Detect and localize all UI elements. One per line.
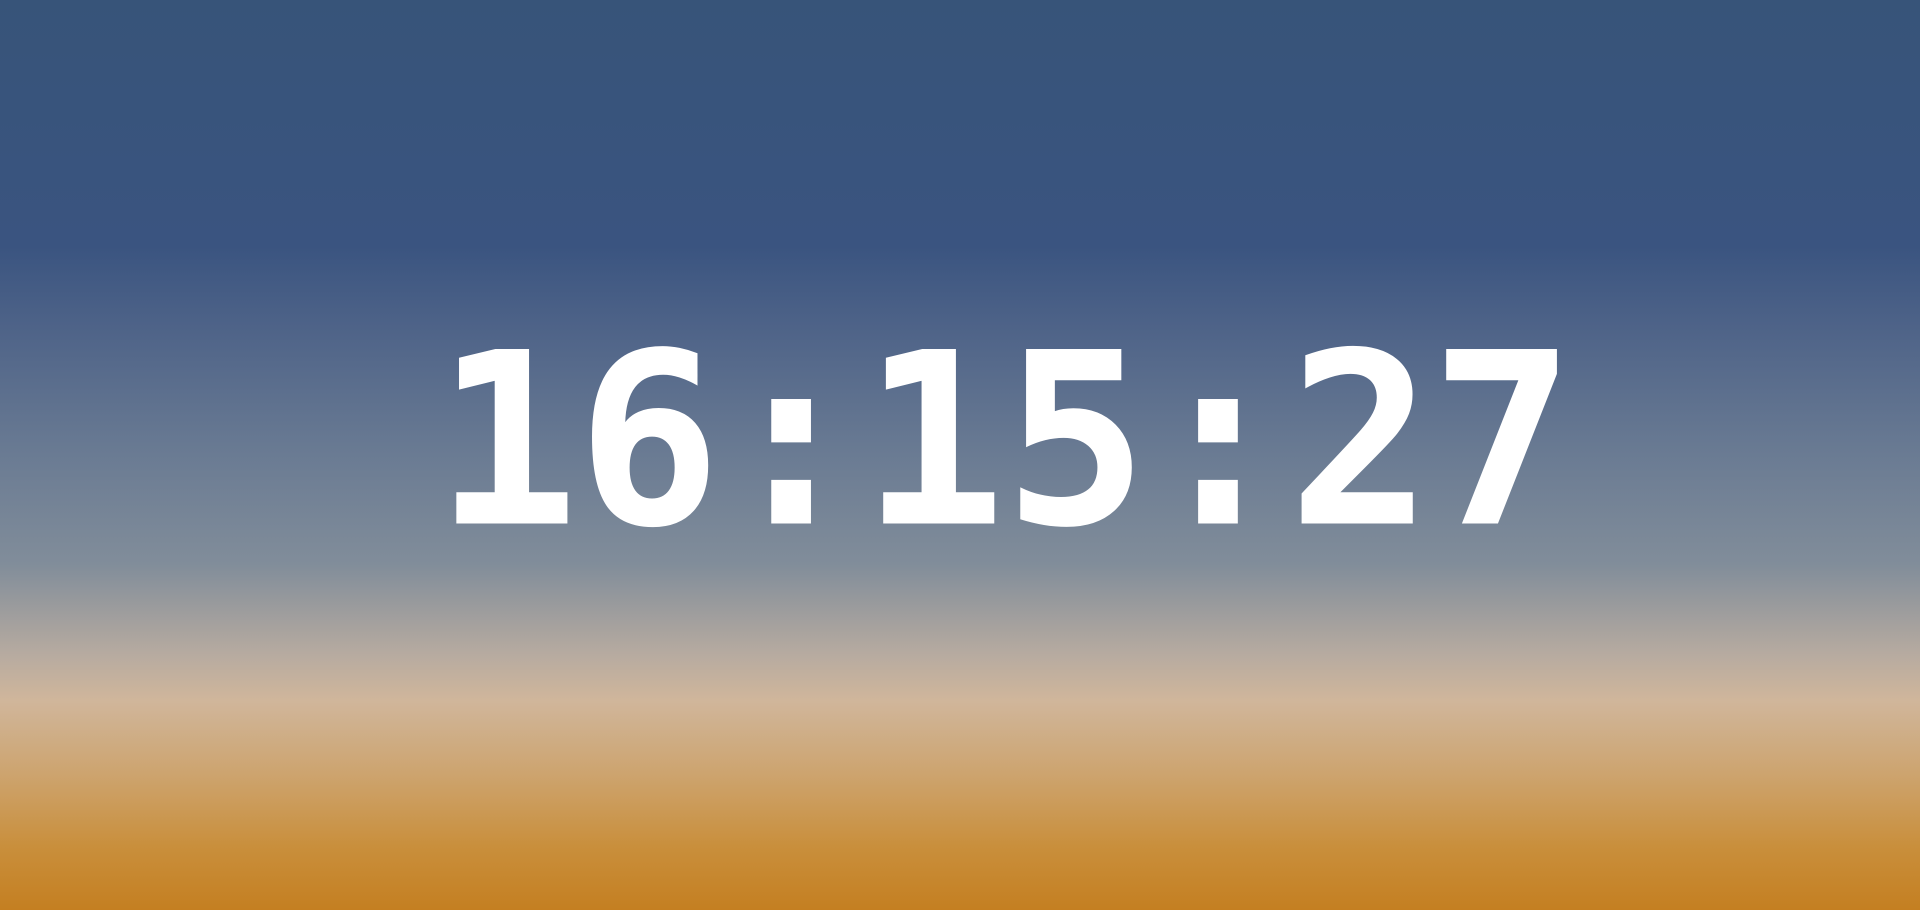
clock-time: 16:15:27 — [435, 303, 1575, 580]
